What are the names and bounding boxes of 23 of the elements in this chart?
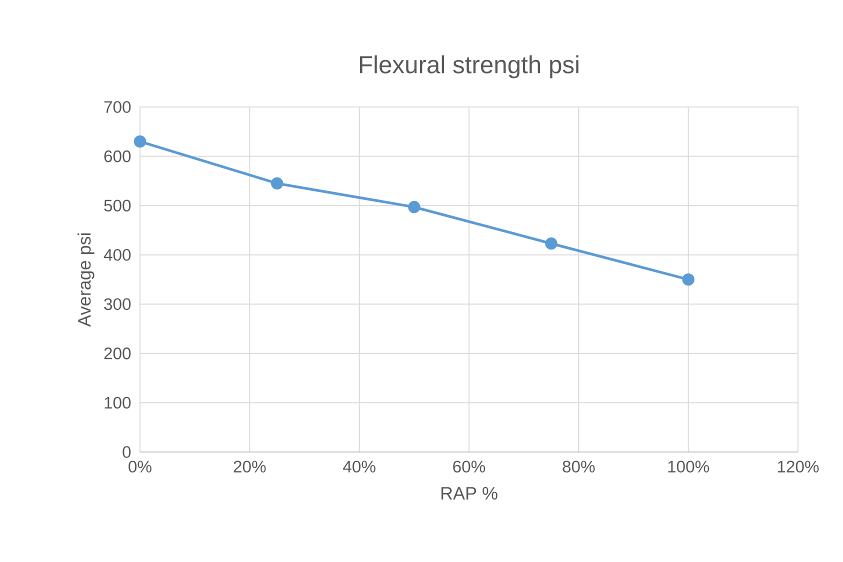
y-tick-label: 600 [104, 150, 131, 162]
x-tick-label: 100% [668, 460, 710, 473]
y-axis-title: Average psi [78, 233, 94, 327]
point [408, 200, 420, 214]
point [134, 135, 146, 148]
chart-title: Flexural strength psi [360, 55, 578, 78]
x-tick-label: 60% [453, 460, 486, 473]
y-tick-label: 100 [104, 396, 131, 409]
x-tick-label: 80% [562, 460, 595, 473]
y-tick-label: 300 [104, 298, 131, 310]
point [545, 237, 558, 250]
y-tick-label: 700 [104, 101, 131, 113]
point [270, 177, 284, 190]
y-tick-label: 400 [104, 248, 131, 261]
x-tick-label: 0% [128, 460, 152, 473]
x-tick-label: 40% [343, 460, 376, 473]
x-tick-label: 20% [234, 460, 266, 473]
y-tick-label: 500 [104, 200, 131, 212]
x-axis-title: RAP % [441, 487, 498, 500]
x-tick-label: 120% [778, 460, 819, 473]
y-tick-label: 200 [104, 348, 131, 360]
y-tick-label: 0 [122, 446, 131, 458]
point [682, 273, 694, 286]
